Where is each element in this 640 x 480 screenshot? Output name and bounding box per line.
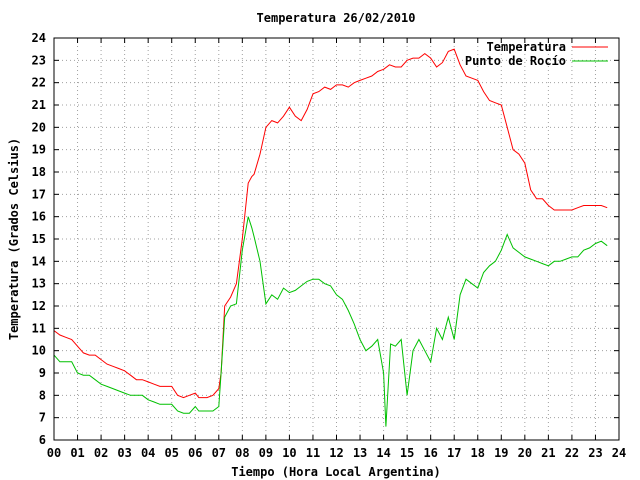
x-tick-label: 10: [282, 446, 296, 460]
x-tick-label: 00: [47, 446, 61, 460]
x-tick-label: 24: [612, 446, 626, 460]
x-tick-label: 19: [494, 446, 508, 460]
y-tick-label: 11: [32, 321, 46, 335]
x-tick-label: 15: [400, 446, 414, 460]
y-tick-label: 15: [32, 232, 46, 246]
y-tick-label: 23: [32, 53, 46, 67]
x-tick-label: 04: [141, 446, 155, 460]
x-tick-label: 09: [259, 446, 273, 460]
series-layer: [53, 48, 608, 427]
y-tick-label: 13: [32, 277, 46, 291]
y-tick-label: 8: [39, 388, 46, 402]
y-tick-label: 16: [32, 210, 46, 224]
y-axis-label: Temperatura (Grados Celsius): [7, 138, 21, 340]
y-tick-label: 19: [32, 143, 46, 157]
y-tick-label: 9: [39, 366, 46, 380]
y-tick-label: 21: [32, 98, 46, 112]
x-tick-label: 11: [306, 446, 320, 460]
ticks: 00 01 02 03 04 05 06 07 08 09 10 11 12 13 14 15 16 17 18 19…: [32, 31, 627, 460]
x-tick-label: 22: [565, 446, 579, 460]
y-tick-label: 14: [32, 254, 46, 268]
x-tick-label: 17: [447, 446, 461, 460]
x-tick-label: 01: [70, 446, 84, 460]
y-tick-label: 6: [39, 433, 46, 447]
y-tick-label: 12: [32, 299, 46, 313]
x-tick-label: 18: [471, 446, 485, 460]
y-tick-label: 24: [32, 31, 46, 45]
series-line-punto-de-rocio: [53, 216, 608, 427]
x-tick-label: 03: [117, 446, 131, 460]
x-tick-label: 13: [353, 446, 367, 460]
x-tick-label: 14: [376, 446, 390, 460]
y-tick-label: 17: [32, 187, 46, 201]
x-tick-label: 05: [164, 446, 178, 460]
x-tick-label: 12: [329, 446, 343, 460]
y-tick-label: 18: [32, 165, 46, 179]
legend-label-temperatura: Temperatura: [487, 40, 566, 54]
x-tick-label: 16: [423, 446, 437, 460]
series-line-temperatura: [53, 48, 608, 399]
x-tick-label: 06: [188, 446, 202, 460]
x-tick-label: 02: [94, 446, 108, 460]
legend-label-punto-de-rocio: Punto de Rocío: [465, 54, 566, 68]
x-tick-label: 07: [212, 446, 226, 460]
y-tick-label: 7: [39, 411, 46, 425]
y-tick-label: 20: [32, 120, 46, 134]
x-axis-label: Tiempo (Hora Local Argentina): [231, 465, 441, 479]
chart-title: Temperatura 26/02/2010: [257, 11, 416, 25]
x-tick-label: 20: [518, 446, 532, 460]
x-tick-label: 23: [588, 446, 602, 460]
x-tick-label: 08: [235, 446, 249, 460]
x-tick-label: 21: [541, 446, 555, 460]
y-tick-label: 22: [32, 76, 46, 90]
y-tick-label: 10: [32, 344, 46, 358]
